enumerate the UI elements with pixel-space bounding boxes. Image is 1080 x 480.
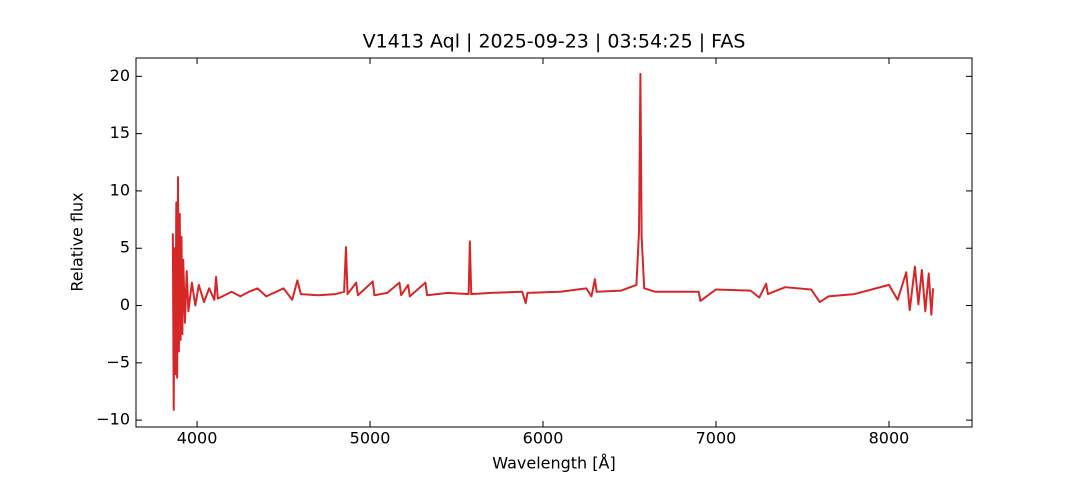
y-axis-label: Relative flux — [68, 192, 87, 291]
y-tick-label: 5 — [120, 238, 130, 257]
y-tick-label: 15 — [110, 123, 130, 142]
spectrum-line — [171, 73, 935, 411]
x-tick-label: 4000 — [177, 429, 218, 448]
chart-title: V1413 Aql | 2025-09-23 | 03:54:25 | FAS — [363, 31, 746, 53]
x-tick-label: 8000 — [869, 429, 910, 448]
x-axis-label: Wavelength [Å] — [492, 454, 615, 473]
y-tick-label: 0 — [120, 295, 130, 314]
y-tick-label: −10 — [96, 410, 130, 429]
y-tick-label: −5 — [106, 352, 130, 371]
plot-frame — [135, 57, 973, 428]
x-tick-label: 6000 — [523, 429, 564, 448]
x-tick-label: 7000 — [696, 429, 737, 448]
y-tick-label: 10 — [110, 180, 130, 199]
x-tick-label: 5000 — [350, 429, 391, 448]
y-tick-label: 20 — [110, 66, 130, 85]
